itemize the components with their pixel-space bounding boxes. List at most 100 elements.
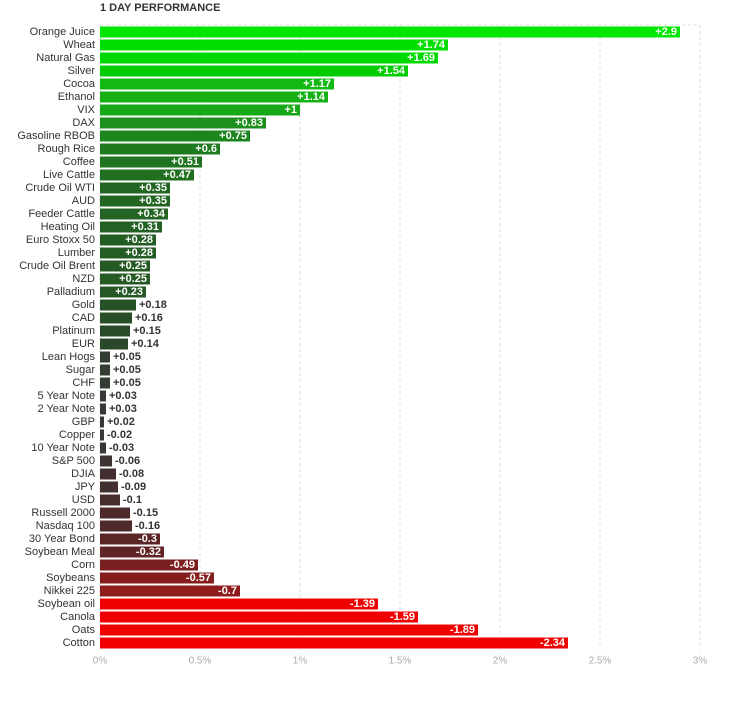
- value-label: +0.51: [171, 156, 199, 168]
- value-label: -0.3: [138, 533, 157, 545]
- value-label: -0.16: [135, 520, 160, 532]
- value-label: +0.47: [163, 169, 191, 181]
- value-label: -0.15: [133, 507, 158, 519]
- bar: [100, 273, 150, 285]
- value-label: -0.08: [119, 468, 144, 480]
- category-label: Coffee: [63, 156, 95, 168]
- bar: [100, 546, 164, 558]
- category-label: NZD: [72, 273, 95, 285]
- bar: [100, 637, 568, 649]
- category-label: AUD: [72, 195, 95, 207]
- value-label: -0.1: [123, 494, 142, 506]
- category-label: DJIA: [71, 468, 96, 480]
- bar: [100, 169, 194, 181]
- value-label: -0.49: [170, 559, 195, 571]
- category-label: VIX: [77, 104, 95, 116]
- bar: [100, 26, 680, 38]
- category-label: Sugar: [66, 364, 96, 376]
- value-label: -0.09: [121, 481, 146, 493]
- value-label: +0.02: [107, 416, 135, 428]
- category-label: Soybean Meal: [25, 546, 95, 558]
- category-label: USD: [72, 494, 95, 506]
- value-label: +0.31: [131, 221, 159, 233]
- bar: [100, 260, 150, 272]
- bar: [100, 39, 448, 51]
- bar: [100, 234, 156, 246]
- category-label: Crude Oil WTI: [25, 182, 95, 194]
- value-label: +0.35: [139, 182, 167, 194]
- category-label: Crude Oil Brent: [19, 260, 95, 272]
- value-label: +0.25: [119, 273, 147, 285]
- bar: [100, 442, 106, 454]
- category-label: Natural Gas: [36, 52, 95, 64]
- value-label: +0.05: [113, 351, 141, 363]
- x-tick-label: 0%: [93, 656, 108, 667]
- bar: [100, 455, 112, 467]
- category-label: Lumber: [58, 247, 96, 259]
- bar: [100, 416, 104, 428]
- bar: [100, 598, 378, 610]
- value-label: -0.7: [218, 585, 237, 597]
- category-label: Cotton: [63, 637, 95, 649]
- category-label: Nasdaq 100: [36, 520, 95, 532]
- bar: [100, 65, 408, 77]
- value-label: +1.17: [303, 78, 331, 90]
- category-label: Feeder Cattle: [28, 208, 95, 220]
- value-label: +0.28: [125, 234, 153, 246]
- chart-title: 1 DAY PERFORMANCE: [100, 2, 220, 14]
- bar: [100, 195, 170, 207]
- category-label: 10 Year Note: [31, 442, 95, 454]
- category-label: Oats: [72, 624, 96, 636]
- bar: [100, 429, 104, 441]
- category-label: EUR: [72, 338, 95, 350]
- category-label: Corn: [71, 559, 95, 571]
- category-label: Canola: [60, 611, 96, 623]
- value-label: -2.34: [540, 637, 566, 649]
- value-label: -0.32: [136, 546, 161, 558]
- category-label: Platinum: [52, 325, 95, 337]
- value-label: +1.14: [297, 91, 326, 103]
- bar: [100, 494, 120, 506]
- value-label: +0.18: [139, 299, 167, 311]
- category-label: JPY: [75, 481, 96, 493]
- value-label: +0.14: [131, 338, 160, 350]
- value-label: +0.28: [125, 247, 153, 259]
- bar: [100, 377, 110, 389]
- bar: [100, 624, 478, 636]
- bar: [100, 520, 132, 532]
- category-label: Nikkei 225: [44, 585, 95, 597]
- category-label: S&P 500: [52, 455, 95, 467]
- value-label: +1: [284, 104, 297, 116]
- category-label: Wheat: [63, 39, 95, 51]
- x-tick-label: 1.5%: [389, 656, 412, 667]
- category-label: Ethanol: [58, 91, 95, 103]
- value-label: +1.69: [407, 52, 435, 64]
- bar: [100, 156, 202, 168]
- bar: [100, 143, 220, 155]
- category-label: Orange Juice: [30, 26, 95, 38]
- bar: [100, 403, 106, 415]
- value-label: +0.03: [109, 403, 137, 415]
- value-label: +0.05: [113, 364, 141, 376]
- bar: [100, 468, 116, 480]
- bar: [100, 338, 128, 350]
- bar: [100, 52, 438, 64]
- value-label: +0.03: [109, 390, 137, 402]
- bar: [100, 507, 130, 519]
- bar: [100, 299, 136, 311]
- bar: [100, 78, 334, 90]
- bar: [100, 208, 168, 220]
- bar: [100, 572, 214, 584]
- category-label: Heating Oil: [41, 221, 95, 233]
- category-label: Soybeans: [46, 572, 95, 584]
- value-label: -1.89: [450, 624, 475, 636]
- bar: [100, 325, 130, 337]
- value-label: +0.05: [113, 377, 141, 389]
- bar: [100, 312, 132, 324]
- value-label: +2.9: [655, 26, 677, 38]
- category-label: 2 Year Note: [38, 403, 96, 415]
- bar: [100, 221, 162, 233]
- value-label: +1.74: [417, 39, 446, 51]
- value-label: +0.15: [133, 325, 161, 337]
